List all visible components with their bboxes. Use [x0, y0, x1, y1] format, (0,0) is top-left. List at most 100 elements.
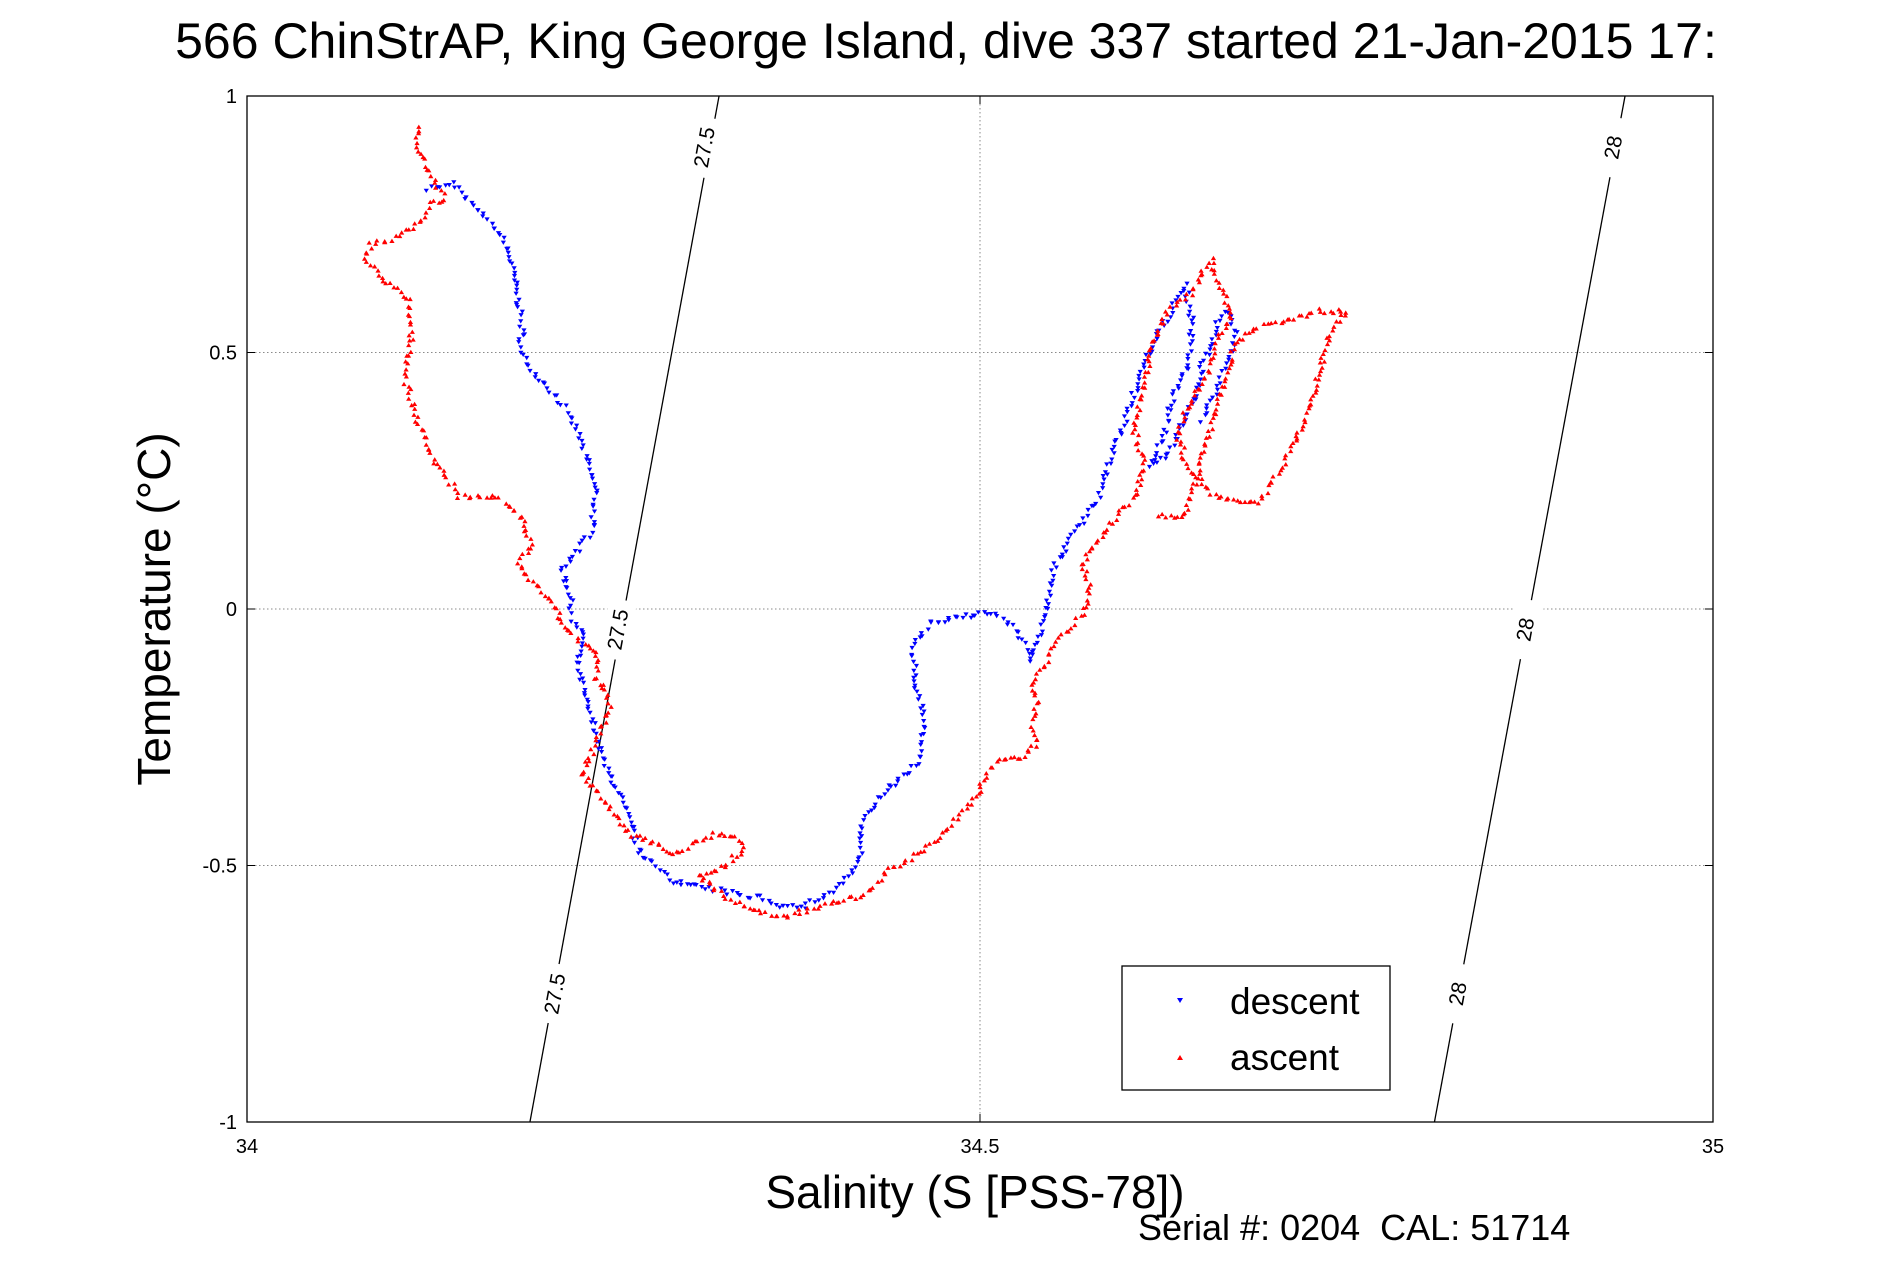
grid-lines	[247, 96, 1713, 1122]
descent-point	[1117, 428, 1123, 433]
descent-point	[514, 287, 520, 293]
contour-label-gap	[1594, 115, 1633, 180]
descent-point	[618, 792, 624, 798]
ascent-point	[412, 419, 418, 424]
ascent-point	[1308, 397, 1314, 402]
descent-point	[693, 882, 699, 888]
ascent-point	[858, 894, 864, 900]
descent-point	[546, 390, 552, 395]
ascent-point	[1213, 278, 1219, 283]
ascent-point	[1197, 471, 1203, 476]
ascent-point	[1142, 380, 1148, 385]
descent-point	[840, 881, 846, 886]
ascent-point	[731, 834, 738, 839]
ascent-point	[1210, 415, 1216, 420]
descent-point	[574, 660, 580, 665]
ascent-point	[1304, 410, 1310, 415]
descent-point	[1168, 408, 1174, 413]
ascent-point	[932, 839, 938, 844]
descent-point	[820, 896, 827, 901]
descent-point	[1081, 521, 1087, 526]
descent-point	[1030, 652, 1036, 657]
ascent-point	[467, 494, 473, 499]
descent-point	[1109, 457, 1115, 462]
ascent-point	[1146, 353, 1152, 358]
ascent-point	[1116, 508, 1122, 513]
descent-point	[518, 319, 524, 324]
descent-point	[1181, 288, 1187, 294]
descent-point	[591, 520, 598, 525]
descent-point	[1025, 648, 1031, 653]
descent-point	[812, 900, 818, 905]
descent-point	[1186, 313, 1192, 319]
descent-point	[580, 630, 586, 635]
ascent-point	[1338, 309, 1344, 314]
legend-descent-marker	[1177, 998, 1183, 1003]
ascent-point	[1208, 357, 1214, 362]
ascent-point	[891, 864, 897, 869]
descent-point	[1015, 636, 1021, 641]
ascent-point	[1199, 381, 1205, 387]
descent-point	[505, 250, 511, 256]
descent-point	[794, 905, 800, 910]
ascent-point	[1304, 314, 1310, 319]
ascent-point	[446, 482, 452, 487]
descent-point	[576, 436, 582, 441]
descent-point	[1061, 545, 1067, 550]
ascent-point	[600, 682, 607, 687]
ascent-point	[1051, 643, 1057, 649]
descent-point	[437, 185, 443, 190]
y-tick-label: -1	[219, 1112, 237, 1134]
ascent-point	[1159, 511, 1165, 517]
descent-point	[1184, 412, 1190, 417]
ascent-point	[1326, 333, 1332, 339]
ascent-point	[1072, 622, 1078, 628]
descent-point	[573, 621, 579, 627]
ascent-point	[374, 238, 380, 243]
descent-point	[580, 680, 587, 686]
ascent-point	[562, 625, 568, 630]
ascent-point	[722, 864, 728, 870]
ascent-point	[595, 668, 601, 673]
descent-point	[784, 903, 791, 909]
ascent-point	[579, 772, 585, 777]
descent-point	[1206, 352, 1213, 358]
ascent-point	[811, 906, 817, 911]
descent-point	[1100, 482, 1106, 487]
descent-point	[1129, 401, 1135, 406]
descent-point	[1191, 315, 1197, 321]
ascent-point	[538, 590, 544, 595]
ascent-point	[1324, 335, 1330, 340]
ascent-point	[406, 313, 413, 319]
ascent-point	[586, 643, 592, 648]
ascent-point	[1308, 402, 1314, 407]
descent-point	[871, 805, 878, 811]
ascent-point	[1083, 576, 1089, 582]
ascent-point	[1279, 320, 1285, 326]
descent-point	[475, 208, 481, 213]
descent-point	[1200, 358, 1207, 364]
descent-point	[1059, 555, 1066, 560]
ascent-point	[792, 910, 798, 916]
descent-point	[1128, 391, 1135, 396]
ascent-point	[415, 149, 421, 154]
ascent-point	[1234, 339, 1241, 345]
ascent-point	[1221, 291, 1227, 296]
ascent-point	[722, 896, 728, 901]
descent-point	[626, 811, 632, 817]
ascent-point	[477, 494, 483, 500]
ascent-point	[1192, 393, 1198, 398]
ascent-point	[409, 329, 415, 334]
ascent-point	[575, 635, 581, 641]
descent-point	[451, 180, 457, 185]
ascent-point	[738, 852, 744, 857]
descent-point	[1135, 386, 1141, 391]
descent-point	[1121, 423, 1128, 429]
descent-point	[830, 890, 837, 896]
ascent-point	[1179, 514, 1185, 519]
ascent-point	[542, 593, 548, 599]
ascent-point	[1219, 330, 1225, 336]
ascent-point	[1104, 527, 1110, 532]
ascent-point	[955, 817, 961, 822]
descent-point	[577, 672, 584, 677]
